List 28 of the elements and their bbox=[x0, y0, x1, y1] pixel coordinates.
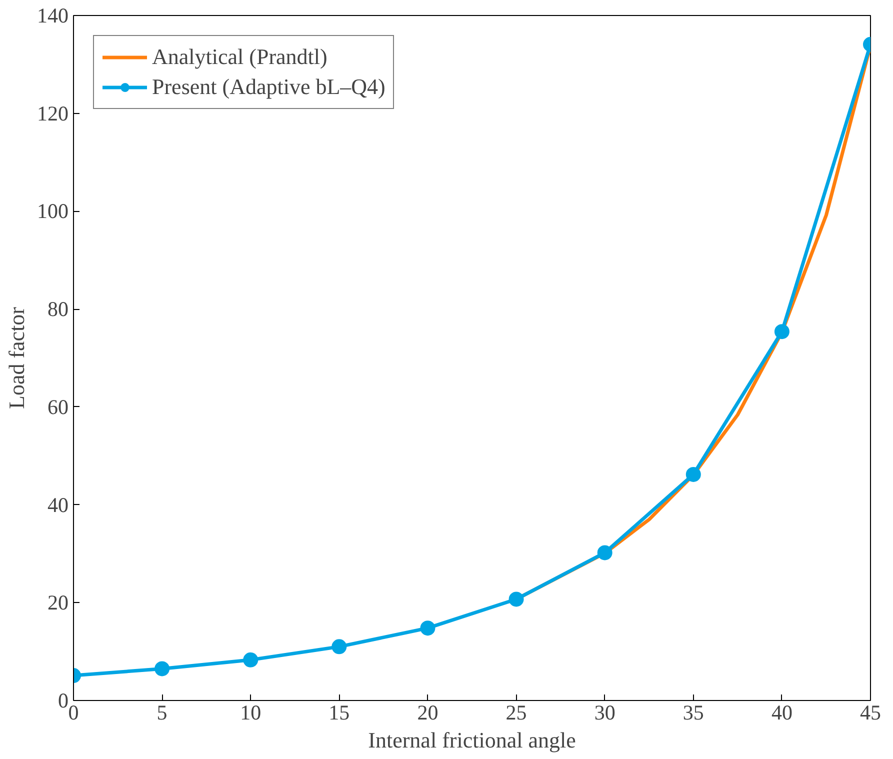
point bbox=[154, 661, 170, 676]
point bbox=[332, 639, 347, 654]
x-axis-title: Internal frictional angle bbox=[368, 728, 576, 752]
x-tick-label: 20 bbox=[417, 700, 438, 724]
x-tick-label: 15 bbox=[328, 700, 350, 724]
point bbox=[774, 324, 790, 340]
y-axis-title: Load factor bbox=[4, 306, 29, 409]
x-tick-label: 40 bbox=[771, 700, 792, 724]
x-tick-label: 10 bbox=[240, 700, 262, 724]
x-tick-label: 30 bbox=[594, 700, 616, 724]
point bbox=[597, 545, 612, 560]
point bbox=[686, 466, 701, 482]
y-tick-label: 100 bbox=[37, 199, 68, 224]
y-tick-label: 40 bbox=[48, 492, 68, 517]
point bbox=[243, 652, 258, 668]
y-tick-label: 140 bbox=[37, 4, 68, 28]
y-tick-label: 120 bbox=[37, 101, 68, 126]
y-tick-label: 80 bbox=[48, 297, 68, 322]
x-tick-label: 45 bbox=[860, 700, 881, 724]
y-tick-label: 20 bbox=[48, 590, 68, 615]
point bbox=[508, 592, 524, 607]
x-tick-label: 35 bbox=[682, 700, 704, 724]
y-tick-label: 60 bbox=[48, 394, 68, 419]
x-tick-label: 25 bbox=[506, 700, 527, 724]
x-tick-label: 5 bbox=[156, 700, 168, 724]
point bbox=[420, 620, 436, 636]
legend-label: Analytical (Prandtl) bbox=[152, 44, 328, 70]
legend-label: Present (Adaptive bL–Q4) bbox=[152, 74, 386, 100]
